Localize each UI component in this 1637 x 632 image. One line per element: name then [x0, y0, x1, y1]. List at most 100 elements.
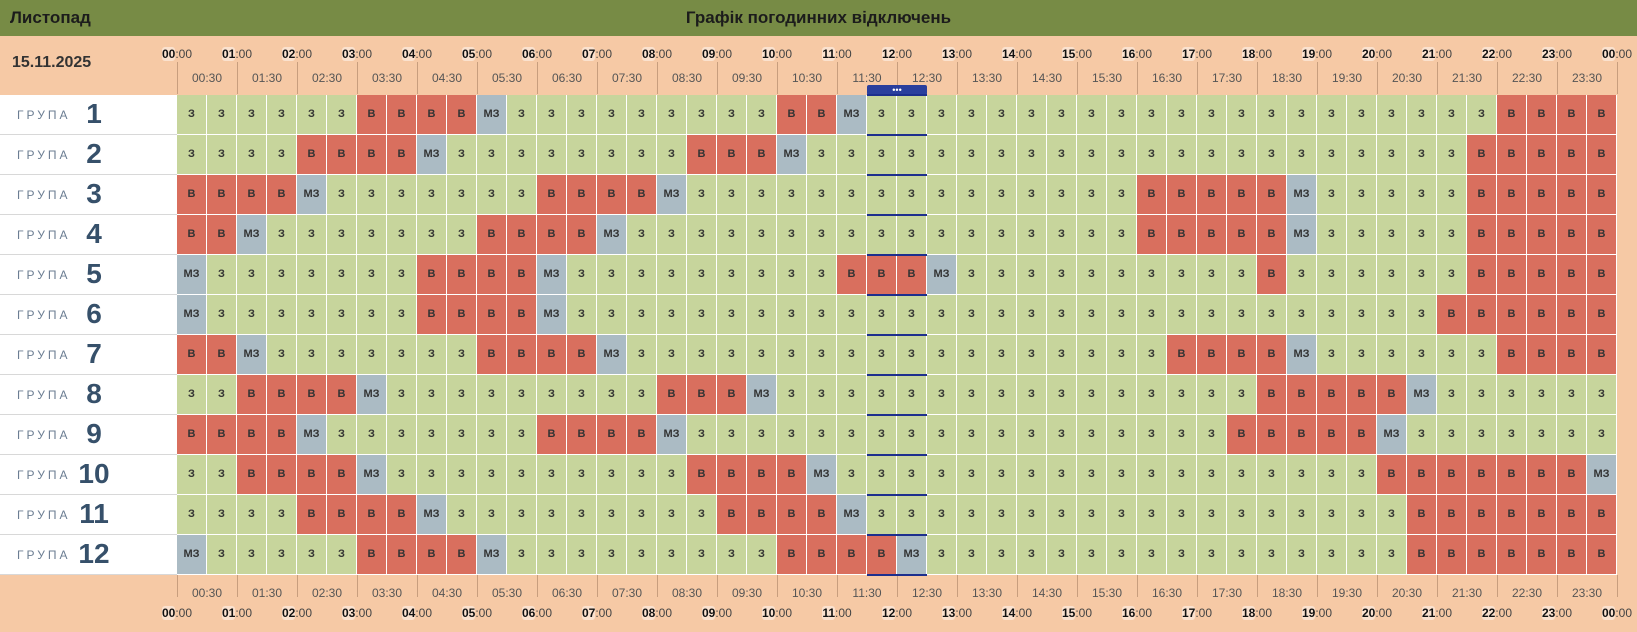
schedule-cell: З: [327, 95, 356, 134]
schedule-cell: В: [417, 95, 446, 134]
hour-divider: [237, 62, 238, 94]
schedule-cell: З: [687, 95, 716, 134]
schedule-cell: МЗ: [597, 335, 626, 374]
hour-tick-minutes: :00: [955, 606, 973, 620]
schedule-cell: З: [1197, 415, 1226, 454]
schedule-cell: З: [957, 455, 986, 494]
hour-tick-label: 11:00: [820, 605, 854, 621]
schedule-cell: В: [867, 535, 896, 574]
schedule-cell: З: [837, 335, 866, 374]
hour-divider: [1317, 62, 1318, 94]
hour-tick-label: 10:00: [760, 605, 794, 621]
schedule-cell: В: [1587, 175, 1616, 214]
schedule-cell: З: [267, 495, 296, 534]
schedule-cell: З: [927, 95, 956, 134]
hour-divider: [1437, 575, 1438, 597]
schedule-cell: З: [1467, 335, 1496, 374]
schedule-cell: З: [1407, 175, 1436, 214]
schedule-cell: З: [507, 455, 536, 494]
half-hour-label: 10:30: [791, 586, 823, 600]
half-hour-label: 03:30: [371, 586, 403, 600]
hour-tick-label: 16:00: [1120, 605, 1154, 621]
schedule-cell: З: [807, 255, 836, 294]
hour-tick-hours: 00: [1601, 606, 1616, 620]
schedule-cell: З: [627, 255, 656, 294]
schedule-cell: В: [357, 495, 386, 534]
schedule-cell: З: [777, 215, 806, 254]
half-hour-label: 11:30: [852, 586, 882, 600]
schedule-cell: З: [567, 295, 596, 334]
hour-tick-minutes: :00: [475, 606, 493, 620]
schedule-cell: З: [837, 135, 866, 174]
schedule-cell: В: [447, 255, 476, 294]
half-hour-label: 19:30: [1331, 586, 1363, 600]
schedule-cell: В: [537, 175, 566, 214]
hour-tick-hours: 22: [1481, 606, 1496, 620]
hour-tick-hours: 04: [401, 47, 416, 61]
schedule-cell: З: [1557, 415, 1586, 454]
hour-tick-minutes: :00: [1015, 606, 1033, 620]
hour-tick-hours: 23: [1541, 606, 1556, 620]
hour-tick-label: 23:00: [1540, 605, 1574, 621]
schedule-cell: В: [1347, 415, 1376, 454]
schedule-cell: В: [687, 135, 716, 174]
hour-tick-hours: 10: [761, 606, 776, 620]
schedule-cell: В: [387, 135, 416, 174]
schedule-cell: З: [327, 215, 356, 254]
half-hour-label: 18:30: [1271, 586, 1303, 600]
schedule-cell: З: [507, 135, 536, 174]
schedule-cell: В: [1377, 375, 1406, 414]
hour-tick-minutes: :00: [895, 606, 913, 620]
hour-tick-label: 11:00: [820, 46, 854, 62]
schedule-cell: МЗ: [297, 415, 326, 454]
hour-tick-label: 04:00: [400, 605, 434, 621]
schedule-cell: В: [1557, 135, 1586, 174]
hour-tick-minutes: :00: [1435, 47, 1453, 61]
schedule-cell: В: [1437, 295, 1466, 334]
schedule-cell: З: [357, 175, 386, 214]
schedule-cell: В: [507, 255, 536, 294]
schedule-cell: З: [927, 135, 956, 174]
hour-tick-minutes: :00: [775, 606, 793, 620]
hour-tick-label: 23:00: [1540, 46, 1574, 62]
schedule-cell: З: [1137, 375, 1166, 414]
schedule-cell: З: [267, 295, 296, 334]
group-number: 2: [86, 138, 102, 169]
schedule-cell: З: [777, 375, 806, 414]
half-hour-label: 01:30: [251, 586, 283, 600]
group-number: 7: [86, 338, 102, 369]
schedule-cell: З: [837, 415, 866, 454]
schedule-cell: З: [207, 535, 236, 574]
schedule-cell: З: [1197, 135, 1226, 174]
hour-tick-label: 21:00: [1420, 605, 1454, 621]
schedule-cell: З: [927, 375, 956, 414]
schedule-cell: З: [267, 95, 296, 134]
schedule-cell: З: [477, 455, 506, 494]
schedule-cell: В: [1557, 215, 1586, 254]
current-time-line: [867, 494, 927, 496]
schedule-cell: З: [1287, 455, 1316, 494]
schedule-cell: З: [477, 135, 506, 174]
schedule-cell: В: [327, 455, 356, 494]
schedule-cell: З: [207, 95, 236, 134]
schedule-cell: З: [627, 295, 656, 334]
hour-tick-hours: 20: [1361, 606, 1376, 620]
group-number: 11: [79, 498, 109, 529]
half-hour-label: 15:30: [1091, 71, 1123, 85]
schedule-cell: В: [807, 95, 836, 134]
hour-tick-label: 13:00: [940, 46, 974, 62]
schedule-cell: В: [717, 495, 746, 534]
group-label: ГРУПА 10: [0, 455, 177, 495]
schedule-cell: З: [1017, 335, 1046, 374]
schedule-cell: З: [567, 535, 596, 574]
hour-tick-label: 13:00: [940, 605, 974, 621]
hour-tick-hours: 21: [1421, 606, 1436, 620]
schedule-cell: З: [987, 415, 1016, 454]
schedule-cell: В: [387, 495, 416, 534]
schedule-cell: З: [987, 175, 1016, 214]
schedule-cell: В: [207, 215, 236, 254]
schedule-cell: В: [357, 95, 386, 134]
schedule-cell: З: [507, 95, 536, 134]
hour-tick-minutes: :00: [1375, 47, 1393, 61]
